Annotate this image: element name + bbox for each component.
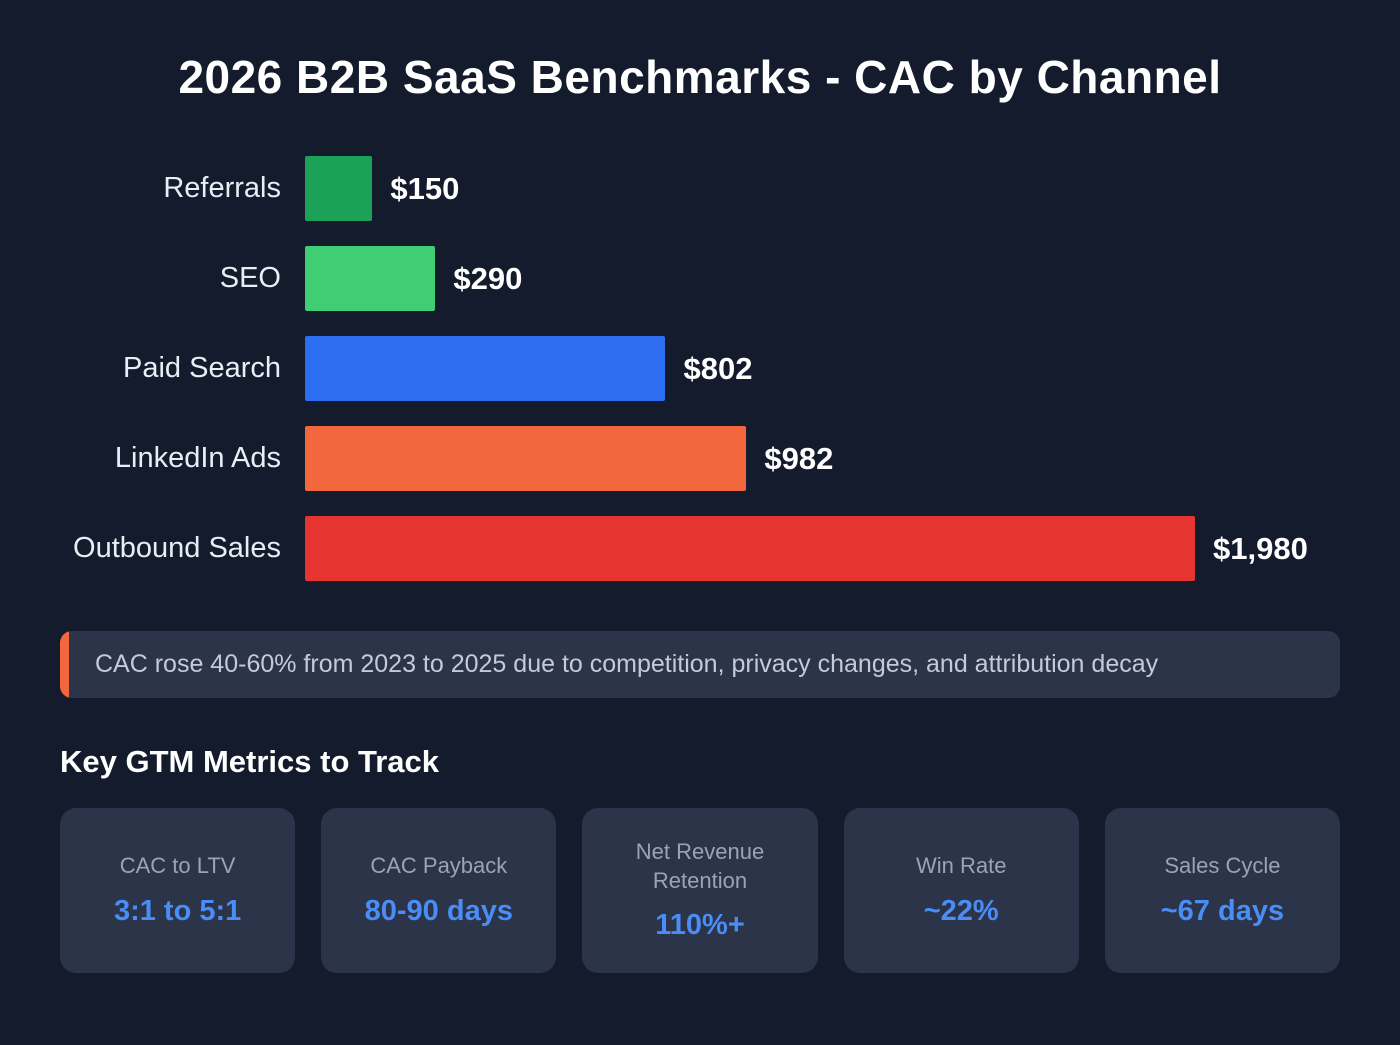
metric-value: 3:1 to 5:1 xyxy=(113,894,242,927)
chart-row: SEO $290 xyxy=(60,246,1340,311)
bar-track: $150 xyxy=(305,156,1195,221)
category-label-referrals: Referrals xyxy=(163,172,281,204)
metric-card-cac-to-ltv: CAC to LTV 3:1 to 5:1 xyxy=(60,807,296,973)
bar-outbound-sales xyxy=(305,516,1195,581)
bar-track: $1,980 xyxy=(305,516,1308,581)
metric-card-net-revenue-retention: Net Revenue Retention 110%+ xyxy=(582,807,818,973)
category-label-outbound-sales: Outbound Sales xyxy=(73,532,281,564)
value-label-linkedin-ads: $982 xyxy=(764,440,834,476)
metric-value: ~22% xyxy=(923,894,999,927)
category-label-seo: SEO xyxy=(219,262,281,294)
metric-card-cac-payback: CAC Payback 80-90 days xyxy=(321,807,557,973)
chart-row: Referrals $150 xyxy=(60,156,1340,221)
page-title: 2026 B2B SaaS Benchmarks - CAC by Channe… xyxy=(178,51,1222,103)
metric-card-sales-cycle: Sales Cycle ~67 days xyxy=(1104,807,1341,973)
bar-linkedin-ads xyxy=(305,426,747,491)
bar-paid-search xyxy=(305,336,666,401)
metric-label: CAC to LTV xyxy=(119,853,236,879)
cac-bar-chart: Referrals $150 SEO $290 Paid Search $802… xyxy=(0,156,1400,581)
metric-card-win-rate: Win Rate ~22% xyxy=(843,807,1079,973)
bar-seo xyxy=(305,246,436,311)
bar-track: $982 xyxy=(305,426,1195,491)
metrics-section-heading: Key GTM Metrics to Track xyxy=(60,743,440,779)
bar-track: $290 xyxy=(305,246,1195,311)
callout-text: CAC rose 40-60% from 2023 to 2025 due to… xyxy=(95,650,1159,678)
metric-cards: CAC to LTV 3:1 to 5:1 CAC Payback 80-90 … xyxy=(60,807,1341,973)
metric-value: ~67 days xyxy=(1160,894,1285,927)
metric-label: Win Rate xyxy=(915,853,1007,879)
callout-note: CAC rose 40-60% from 2023 to 2025 due to… xyxy=(60,631,1340,698)
metric-value: 110%+ xyxy=(655,909,745,942)
value-label-paid-search: $802 xyxy=(683,350,753,386)
category-label-linkedin-ads: LinkedIn Ads xyxy=(114,442,281,474)
value-label-seo: $290 xyxy=(453,260,523,296)
bar-referrals xyxy=(305,156,373,221)
value-label-referrals: $150 xyxy=(390,170,460,206)
metric-label: Sales Cycle xyxy=(1164,853,1281,879)
bar-track: $802 xyxy=(305,336,1195,401)
chart-row: Paid Search $802 xyxy=(60,336,1340,401)
chart-row: LinkedIn Ads $982 xyxy=(60,426,1340,491)
value-label-outbound-sales: $1,980 xyxy=(1213,530,1308,566)
category-label-paid-search: Paid Search xyxy=(123,352,281,384)
chart-row: Outbound Sales $1,980 xyxy=(60,516,1340,581)
metric-value: 80-90 days xyxy=(364,894,513,927)
metric-label: Net Revenue Retention xyxy=(635,838,765,893)
callout-accent-bar xyxy=(60,631,69,698)
metric-label: CAC Payback xyxy=(370,853,508,879)
